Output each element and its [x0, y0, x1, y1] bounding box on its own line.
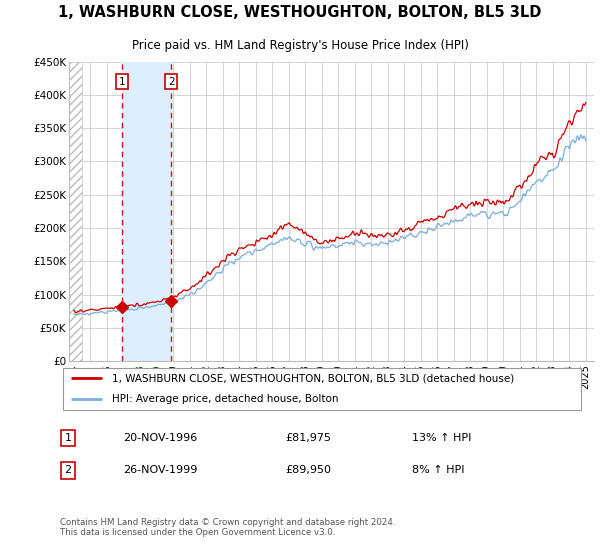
Text: 2: 2	[168, 77, 175, 87]
Text: 1: 1	[64, 433, 71, 443]
Text: 2: 2	[64, 465, 71, 475]
Text: 1, WASHBURN CLOSE, WESTHOUGHTON, BOLTON, BL5 3LD (detached house): 1, WASHBURN CLOSE, WESTHOUGHTON, BOLTON,…	[113, 373, 515, 383]
FancyBboxPatch shape	[62, 367, 581, 410]
Text: Contains HM Land Registry data © Crown copyright and database right 2024.
This d: Contains HM Land Registry data © Crown c…	[60, 518, 395, 538]
Text: £81,975: £81,975	[286, 433, 332, 443]
Text: 13% ↑ HPI: 13% ↑ HPI	[412, 433, 471, 443]
Text: 1: 1	[118, 77, 125, 87]
Bar	[122, 62, 172, 361]
Text: 20-NOV-1996: 20-NOV-1996	[123, 433, 197, 443]
Text: HPI: Average price, detached house, Bolton: HPI: Average price, detached house, Bolt…	[113, 394, 339, 404]
Text: £89,950: £89,950	[286, 465, 332, 475]
Text: 1, WASHBURN CLOSE, WESTHOUGHTON, BOLTON, BL5 3LD: 1, WASHBURN CLOSE, WESTHOUGHTON, BOLTON,…	[58, 6, 542, 20]
Text: 26-NOV-1999: 26-NOV-1999	[123, 465, 197, 475]
Text: 8% ↑ HPI: 8% ↑ HPI	[412, 465, 464, 475]
Text: Price paid vs. HM Land Registry's House Price Index (HPI): Price paid vs. HM Land Registry's House …	[131, 39, 469, 53]
